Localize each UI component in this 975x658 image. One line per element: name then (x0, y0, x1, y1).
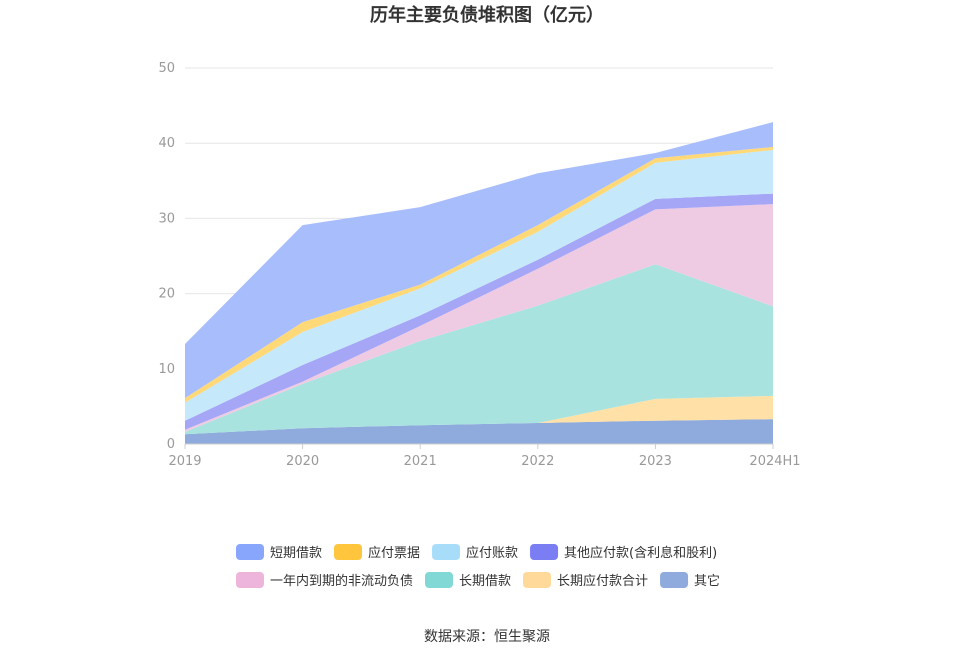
y-tick-label: 50 (158, 61, 175, 76)
legend-label: 其他应付款(含利息和股利) (564, 545, 717, 561)
area-series-3 (185, 204, 773, 432)
y-tick-label: 0 (167, 437, 175, 452)
area-series-1 (185, 395, 773, 435)
legend-label: 应付账款 (466, 545, 518, 561)
x-tick-label: 2023 (639, 454, 672, 469)
legend-label: 应付票据 (368, 545, 420, 561)
x-tick-label: 2019 (168, 454, 201, 469)
legend-swatch (236, 572, 264, 588)
legend-item[interactable]: 应付票据 (334, 544, 420, 561)
x-tick-label: 2022 (521, 454, 554, 469)
y-tick-label: 10 (158, 362, 175, 377)
legend-label: 长期借款 (459, 574, 511, 589)
chart-title: 历年主要负债堆积图（亿元） (370, 4, 604, 26)
legend-label: 短期借款 (270, 546, 322, 561)
legend-label: 其它 (694, 573, 720, 589)
area-series (185, 122, 773, 444)
legend-item[interactable]: 一年内到期的非流动负债 (236, 572, 413, 589)
legend-swatch (236, 544, 264, 560)
legend-swatch (432, 544, 461, 560)
legend-swatch (660, 572, 689, 588)
legend-label: 长期应付款合计 (557, 573, 648, 589)
area-series-0 (185, 419, 773, 444)
legend-item[interactable]: 长期应付款合计 (523, 572, 648, 589)
legend-swatch (334, 544, 363, 560)
legend-swatch (523, 572, 552, 588)
legend-label: 一年内到期的非流动负债 (270, 573, 413, 589)
x-tick-label: 2020 (286, 454, 319, 469)
y-tick-label: 30 (158, 211, 175, 226)
x-tick-label: 2024H1 (749, 454, 800, 469)
area-series-5 (185, 149, 773, 421)
legend: 短期借款 应付票据 应付账款 其他应付款(含利息和股利) 一年内到期的非流动负债 长期借款… (236, 544, 720, 589)
legend-item[interactable]: 短期借款 (236, 544, 322, 561)
legend-item[interactable]: 其他应付款(含利息和股利) (530, 544, 717, 561)
legend-item[interactable]: 长期借款 (425, 572, 511, 589)
y-tick-label: 20 (158, 287, 175, 302)
area-series-7 (185, 122, 773, 399)
axes: 0 10 20 30 40 50 2019 2020 2021 2022 2023 2024H1 (158, 61, 800, 469)
x-tick-label: 2021 (404, 454, 437, 469)
legend-swatch (530, 544, 559, 560)
area-series-2 (185, 264, 773, 435)
legend-item[interactable]: 应付账款 (432, 544, 518, 561)
legend-item[interactable]: 其它 (660, 572, 720, 589)
source-note: 数据来源：恒生聚源 (424, 629, 550, 645)
y-tick-label: 40 (158, 136, 175, 151)
legend-swatch (425, 572, 454, 588)
